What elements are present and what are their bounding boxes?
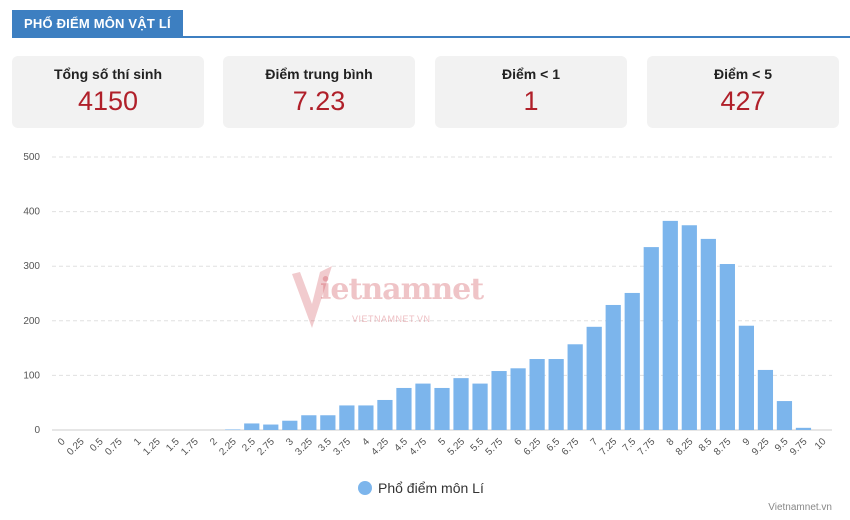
- stats-row: Tổng số thí sinh 4150 Điểm trung bình 7.…: [12, 56, 839, 128]
- x-tick-label: 5: [436, 436, 448, 448]
- y-tick-label: 100: [23, 370, 40, 381]
- legend-label: Phổ điểm môn Lí: [378, 480, 484, 496]
- stat-value: 1: [523, 86, 539, 116]
- x-tick-label: 6: [513, 436, 525, 448]
- legend-marker: [358, 481, 372, 495]
- x-tick-label: 8.25: [674, 436, 696, 458]
- bar-9.25[interactable]: [757, 369, 774, 430]
- watermark-v-icon: [292, 266, 332, 328]
- stat-label: Điểm < 5: [714, 66, 772, 82]
- bar-7.25[interactable]: [605, 304, 621, 430]
- x-tick-label: 6.75: [560, 436, 582, 458]
- bar-6.75[interactable]: [567, 344, 583, 430]
- stat-card-below-5: Điểm < 5 427: [647, 56, 839, 128]
- bar-2.5[interactable]: [244, 423, 260, 430]
- source-credit: Vietnamnet.vn: [768, 502, 832, 513]
- bar-5.5[interactable]: [472, 383, 488, 430]
- bar-3[interactable]: [282, 420, 298, 430]
- x-tick-label: 0.25: [65, 436, 87, 458]
- x-tick-label: 0.75: [103, 436, 125, 458]
- x-tick-label: 9: [741, 436, 753, 448]
- stat-card-total-candidates: Tổng số thí sinh 4150: [12, 56, 204, 128]
- stat-label: Điểm trung bình: [265, 66, 373, 82]
- y-tick-label: 300: [23, 261, 40, 272]
- bar-4.75[interactable]: [415, 383, 431, 430]
- y-tick-label: 0: [34, 425, 40, 436]
- section-header: PHỔ ĐIỂM MÔN VẬT LÍ: [12, 10, 850, 38]
- bar-6.5[interactable]: [548, 359, 564, 430]
- x-tick-label: 2.25: [217, 436, 239, 458]
- bar-5[interactable]: [434, 387, 450, 430]
- x-tick-label: 4.25: [370, 436, 392, 458]
- bar-5.25[interactable]: [453, 378, 469, 430]
- y-tick-label: 500: [23, 152, 40, 163]
- bar-2.75[interactable]: [263, 424, 279, 430]
- x-tick-label: 3.25: [293, 436, 315, 458]
- x-tick-label: 7.75: [636, 436, 658, 458]
- bar-3.25[interactable]: [301, 415, 317, 430]
- bar-7.75[interactable]: [643, 247, 659, 430]
- bar-4.25[interactable]: [377, 399, 393, 430]
- bar-6[interactable]: [510, 368, 526, 430]
- x-tick-label: 1: [132, 436, 144, 448]
- bar-9.5[interactable]: [776, 401, 793, 430]
- watermark-text: ietnamnet: [320, 272, 484, 307]
- bar-2.25[interactable]: [225, 429, 241, 430]
- bar-8.75[interactable]: [719, 264, 735, 430]
- stat-card-average-score: Điểm trung bình 7.23: [223, 56, 415, 128]
- x-tick-label: 2: [208, 436, 220, 448]
- x-tick-label: 9.25: [750, 436, 772, 458]
- x-tick-label: 9.75: [788, 436, 810, 458]
- x-tick-label: 3: [284, 436, 296, 448]
- stat-value: 7.23: [292, 86, 346, 116]
- watermark-logo: ietnamnet VIETNAMNET.VN: [290, 258, 484, 334]
- section-title: PHỔ ĐIỂM MÔN VẬT LÍ: [12, 10, 183, 38]
- bar-8.5[interactable]: [700, 238, 716, 430]
- stat-value: 427: [720, 86, 766, 116]
- bar-5.75[interactable]: [491, 371, 507, 430]
- x-tick-label: 5.25: [446, 436, 468, 458]
- x-tick-label: 7.25: [598, 436, 620, 458]
- bar-4[interactable]: [358, 405, 374, 430]
- x-tick-label: 1.75: [179, 436, 201, 458]
- x-tick-label: 2.75: [255, 436, 277, 458]
- x-tick-label: 6.25: [522, 436, 544, 458]
- x-tick-label: 4: [360, 436, 372, 448]
- bar-6.25[interactable]: [529, 359, 545, 430]
- stat-label: Tổng số thí sinh: [53, 66, 163, 82]
- bar-7.5[interactable]: [624, 292, 640, 430]
- x-tick-label: 1.25: [141, 436, 163, 458]
- bar-3.75[interactable]: [339, 405, 355, 430]
- bar-9.75[interactable]: [795, 427, 812, 430]
- bar-7[interactable]: [586, 326, 602, 430]
- bar-3.5[interactable]: [320, 415, 336, 430]
- x-tick-label: 10: [813, 436, 829, 452]
- watermark-subtext: VIETNAMNET.VN: [352, 314, 431, 324]
- y-tick-label: 200: [23, 316, 40, 327]
- stat-card-below-1: Điểm < 1 1: [435, 56, 627, 128]
- x-tick-label: 8: [665, 436, 677, 448]
- bar-8.25[interactable]: [681, 225, 697, 430]
- y-tick-label: 400: [23, 207, 40, 218]
- x-tick-label: 3.75: [331, 436, 353, 458]
- bar-4.5[interactable]: [396, 387, 412, 430]
- x-tick-label: 4.75: [408, 436, 430, 458]
- x-tick-label: 5.75: [484, 436, 506, 458]
- stat-label: Điểm < 1: [502, 66, 560, 82]
- bar-8[interactable]: [662, 220, 678, 430]
- x-tick-label: 8.75: [712, 436, 734, 458]
- bar-9[interactable]: [738, 325, 754, 430]
- x-tick-label: 0: [56, 436, 68, 448]
- stat-value: 4150: [77, 86, 139, 116]
- x-tick-label: 7: [589, 436, 601, 448]
